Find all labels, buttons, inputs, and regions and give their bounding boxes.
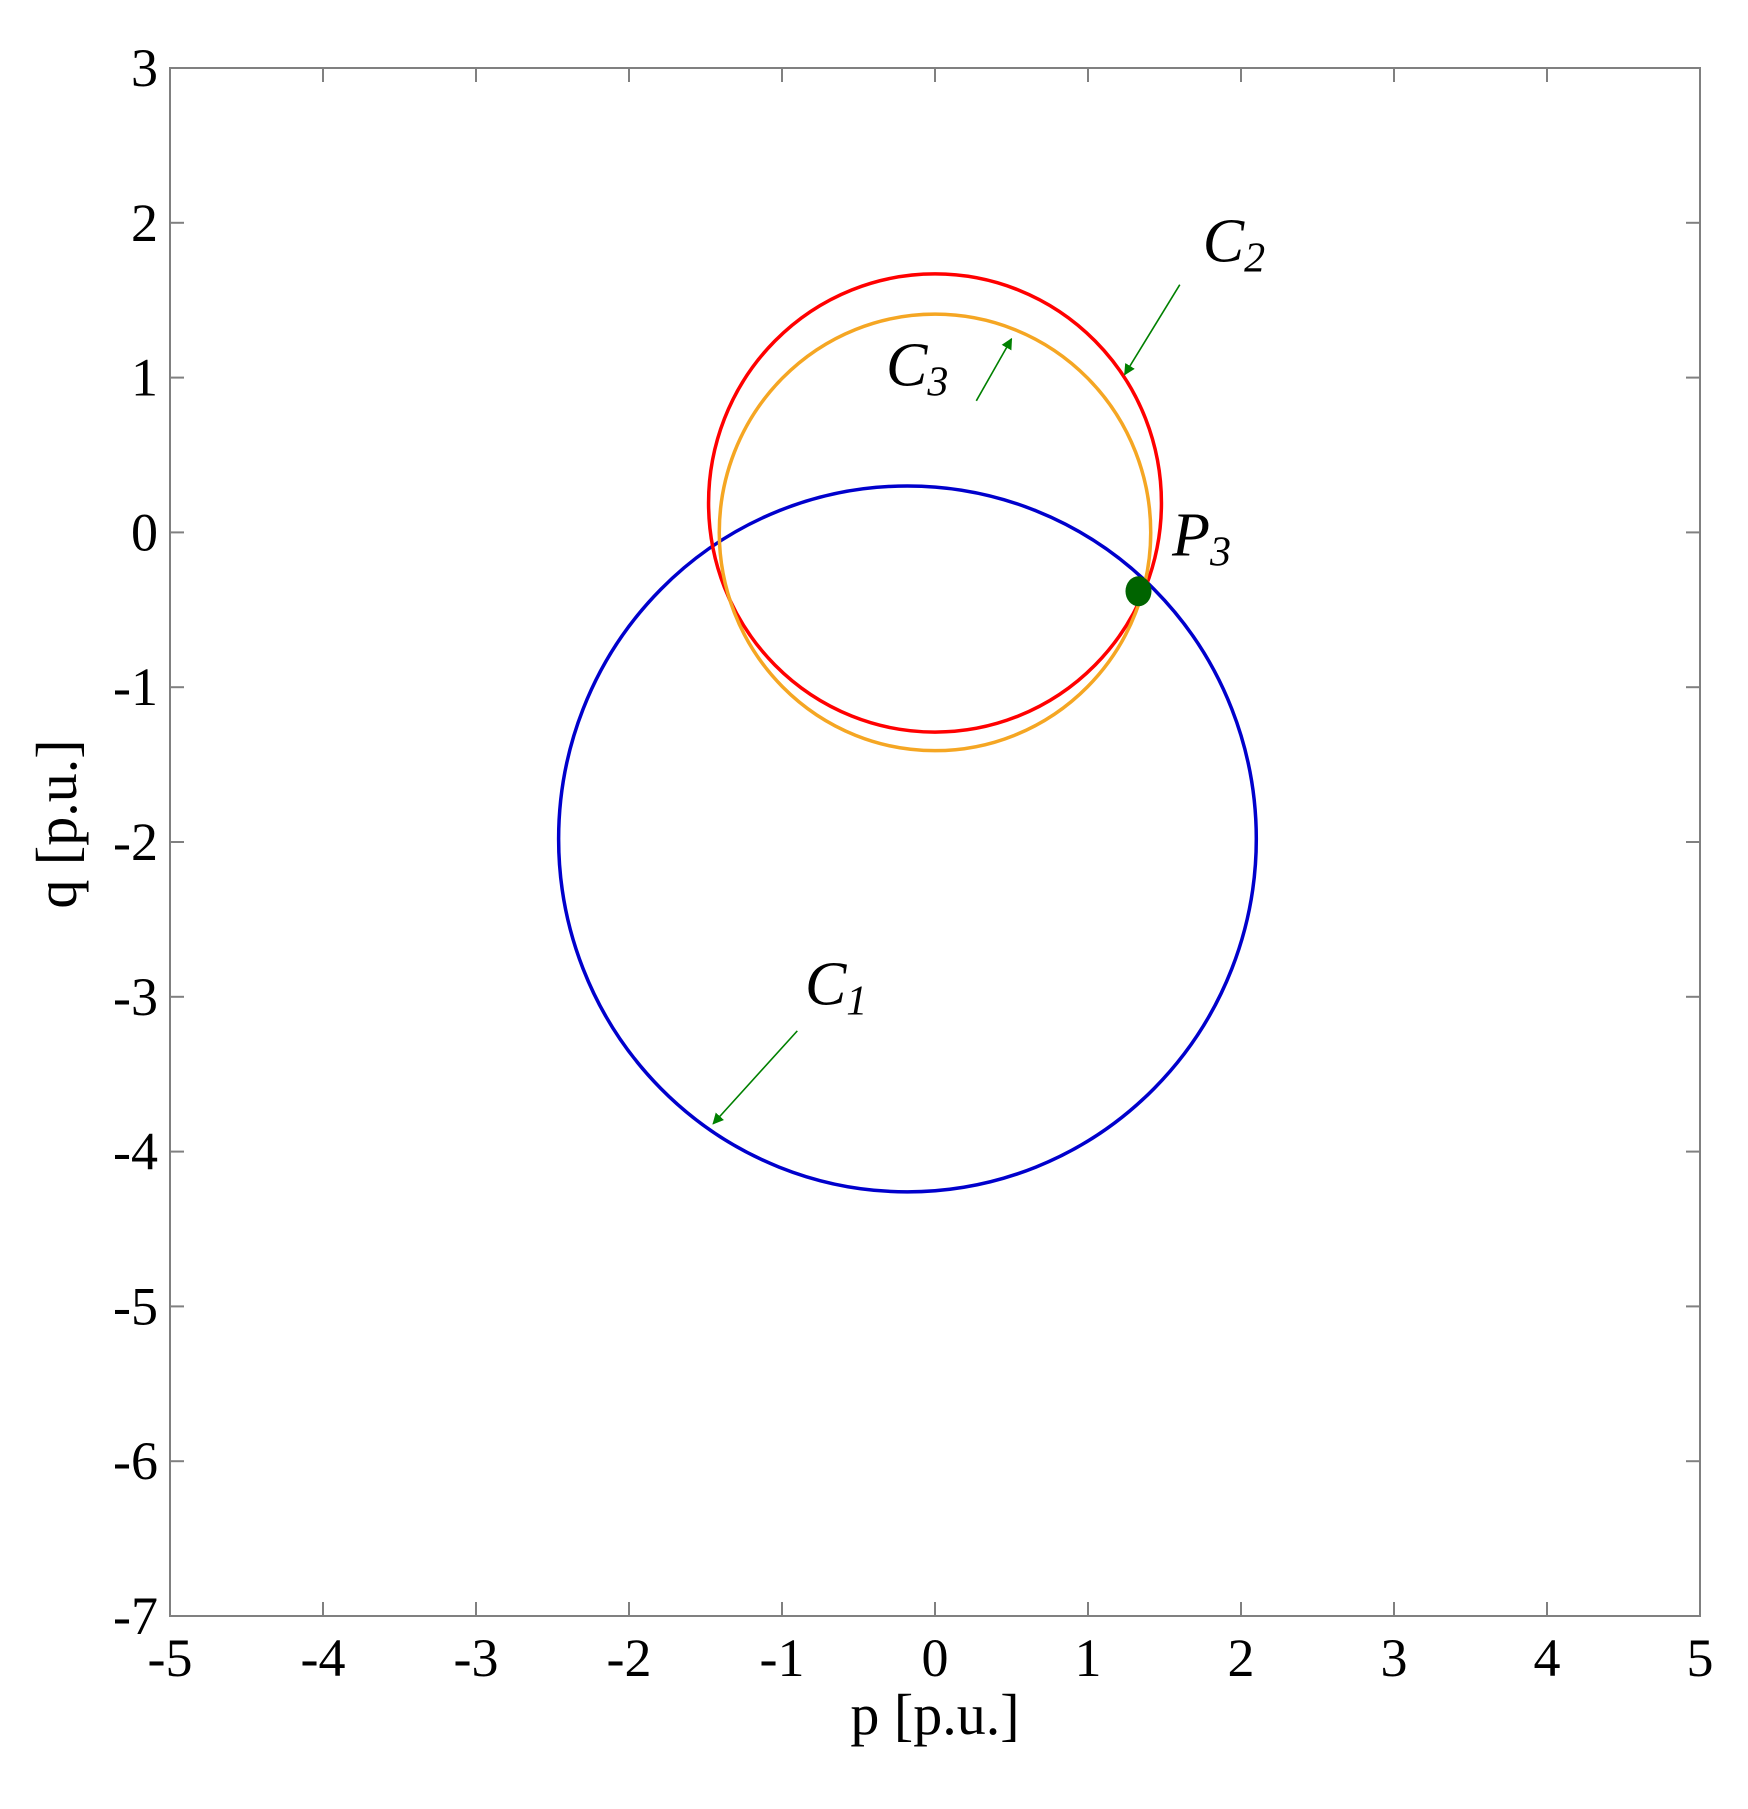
annotation-subscript-c2: 2	[1244, 236, 1265, 282]
annotation-subscript-c3: 3	[926, 359, 948, 405]
x-axis-label: p [p.u.]	[850, 1682, 1019, 1747]
annotation-subscript-p3: 3	[1209, 530, 1231, 576]
x-tick-label: -4	[301, 1628, 346, 1688]
ticks-layer: -5 -4 -3 -2 -1 0 1 2 3 4 5 -7 -6 -5 -4 -3 -2 -1 0 1 2 3	[113, 38, 1713, 1688]
annotation-arrow-c1	[712, 1030, 798, 1125]
y-tick-label: -5	[113, 1276, 158, 1336]
annotation-label-c1: C1	[805, 951, 867, 1025]
axes-frame	[169, 67, 1701, 1617]
x-tick-label: 1	[1075, 1628, 1102, 1688]
y-tick-label: 0	[131, 502, 158, 562]
x-tick-label: -3	[454, 1628, 499, 1688]
annotation-arrow-c2	[1124, 284, 1181, 376]
annotation-label-c3: C3	[886, 331, 948, 405]
plot-frame	[169, 67, 1701, 1617]
x-tick-label: -5	[148, 1628, 193, 1688]
y-tick-label: -1	[113, 657, 158, 717]
y-tick-label: -4	[113, 1122, 158, 1182]
annotation-label-p3: P3	[1171, 502, 1231, 576]
x-tick-label: 2	[1228, 1628, 1255, 1688]
y-tick-label: -6	[113, 1431, 158, 1491]
y-tick-label: -3	[113, 967, 158, 1027]
y-tick-label: 1	[131, 348, 158, 408]
y-axis-label: q [p.u.]	[24, 739, 89, 908]
x-tick-label: -2	[607, 1628, 652, 1688]
x-tick-label: 3	[1381, 1628, 1408, 1688]
annotations-layer: C1 C2 C3 P3	[712, 208, 1265, 1125]
y-tick-label: 3	[131, 38, 158, 98]
x-tick-label: -1	[760, 1628, 805, 1688]
annotation-label-c2: C2	[1203, 208, 1265, 282]
y-tick-label: -2	[113, 812, 158, 872]
x-tick-label: 5	[1687, 1628, 1714, 1688]
y-tick-label: 2	[131, 193, 158, 253]
y-tick-label: -7	[113, 1586, 158, 1646]
circle-c3	[717, 312, 1153, 753]
annotation-arrow-c3	[975, 337, 1013, 402]
x-tick-label: 4	[1534, 1628, 1561, 1688]
circle-c2	[706, 272, 1164, 734]
circle-c1	[556, 484, 1259, 1194]
x-tick-label: 0	[922, 1628, 949, 1688]
point-p3	[1125, 576, 1152, 607]
annotation-subscript-c1: 1	[846, 979, 867, 1025]
series-layer	[556, 272, 1259, 1194]
